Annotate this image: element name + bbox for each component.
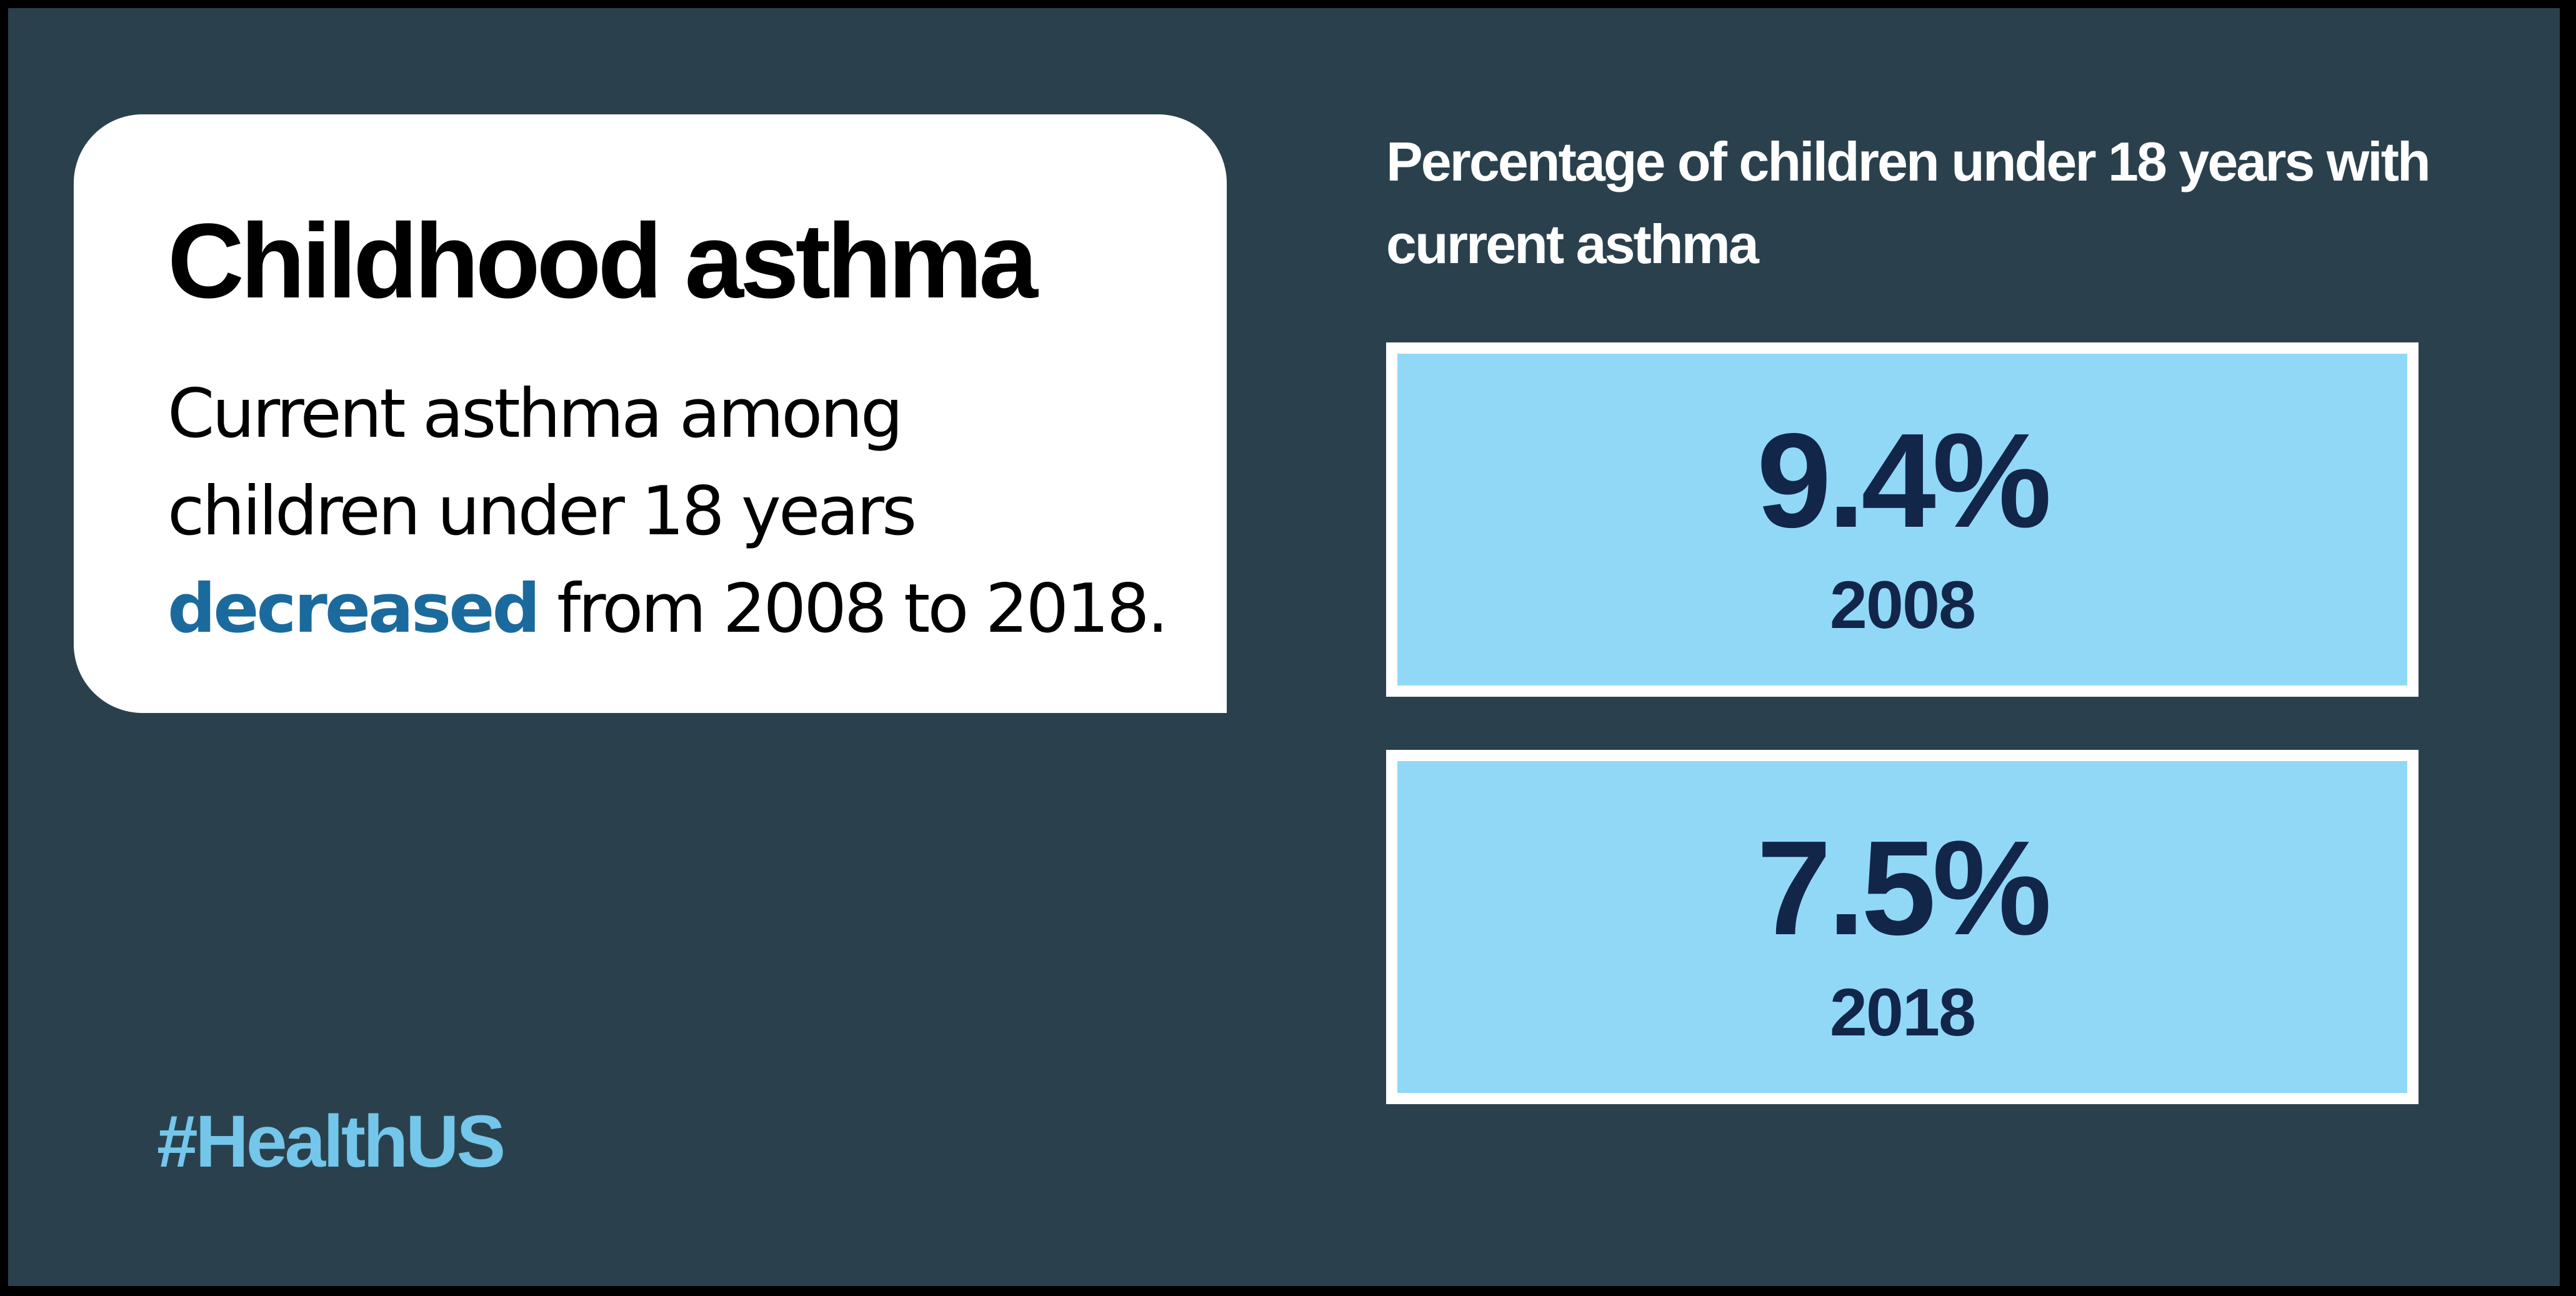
card-description: Current asthma among children under 18 y… [167,366,1205,658]
stat-year-2008: 2008 [1829,567,1976,642]
stat-box-2018: 7.5% 2018 [1386,750,2419,1104]
stat-box-fill: 9.4% 2008 [1397,354,2407,685]
card-text-line-2: children under 18 years [167,472,917,551]
stat-value-2008: 9.4% [1756,405,2052,556]
card-text-line-3-rest: from 2008 to 2018. [537,570,1169,648]
card-text-line-1: Current asthma among [167,375,903,453]
hashtag: #HealthUS [157,1100,506,1183]
chart-title: Percentage of children under 18 years wi… [1386,121,2480,286]
highlight-word: decreased [167,570,541,648]
infographic-panel: Childhood asthma Current asthma among ch… [8,8,2560,1286]
stat-box-2008: 9.4% 2008 [1386,342,2419,697]
stat-year-2018: 2018 [1829,974,1976,1050]
summary-card: Childhood asthma Current asthma among ch… [74,114,1227,713]
stat-box-fill: 7.5% 2018 [1397,761,2407,1093]
stat-value-2018: 7.5% [1756,812,2052,963]
chart-title-line-2: current asthma [1386,213,1759,275]
card-text-line-3: decreased from 2008 to 2018. [167,561,1205,658]
card-title: Childhood asthma [167,202,1038,321]
chart-title-line-1: Percentage of children under 18 years wi… [1386,131,2431,192]
